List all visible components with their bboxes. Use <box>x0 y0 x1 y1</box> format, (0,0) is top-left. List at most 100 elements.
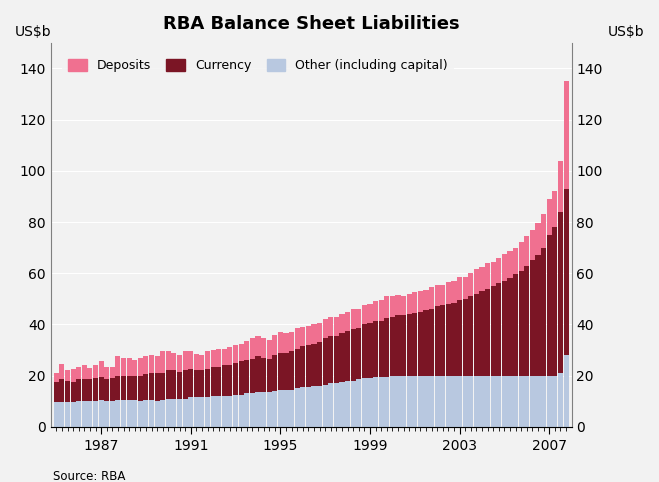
Bar <box>351 309 356 330</box>
Bar <box>328 317 333 336</box>
Bar <box>502 254 507 281</box>
Bar <box>306 345 311 387</box>
Bar <box>188 369 193 397</box>
Bar <box>278 332 283 352</box>
Bar <box>256 336 260 356</box>
Bar <box>301 346 305 387</box>
Bar <box>563 81 569 189</box>
Bar <box>155 356 159 373</box>
Bar <box>552 375 558 427</box>
Bar <box>334 336 339 383</box>
Bar <box>211 367 215 396</box>
Bar <box>149 400 154 427</box>
Bar <box>547 235 552 375</box>
Bar <box>71 369 76 382</box>
Bar <box>317 386 322 427</box>
Bar <box>530 260 535 375</box>
Bar <box>507 375 513 427</box>
Bar <box>357 328 361 379</box>
Bar <box>166 399 171 427</box>
Bar <box>401 375 406 427</box>
Bar <box>222 396 227 427</box>
Bar <box>446 304 451 375</box>
Bar <box>200 371 204 397</box>
Bar <box>155 401 159 427</box>
Bar <box>457 300 462 375</box>
Bar <box>295 388 300 427</box>
Bar <box>317 342 322 386</box>
Bar <box>110 401 115 427</box>
Bar <box>110 367 115 378</box>
Bar <box>395 315 401 375</box>
Bar <box>250 338 255 359</box>
Bar <box>323 338 328 385</box>
Bar <box>88 379 92 401</box>
Bar <box>485 375 490 427</box>
Bar <box>491 262 496 286</box>
Bar <box>121 358 126 375</box>
Bar <box>194 371 199 397</box>
Bar <box>200 355 204 371</box>
Bar <box>211 396 215 427</box>
Bar <box>469 296 473 375</box>
Bar <box>222 365 227 396</box>
Bar <box>121 375 126 400</box>
Bar <box>525 236 529 266</box>
Bar <box>446 375 451 427</box>
Bar <box>82 365 87 379</box>
Bar <box>233 345 238 363</box>
Bar <box>362 378 367 427</box>
Bar <box>227 348 233 365</box>
Bar <box>362 324 367 378</box>
Bar <box>59 364 65 379</box>
Bar <box>216 367 221 396</box>
Bar <box>418 291 423 311</box>
Bar <box>469 375 473 427</box>
Bar <box>328 383 333 427</box>
Bar <box>149 355 154 373</box>
Bar <box>357 309 361 328</box>
Bar <box>384 377 389 427</box>
Bar <box>328 336 333 383</box>
Bar <box>474 269 479 294</box>
Bar <box>115 356 121 375</box>
Bar <box>71 382 76 402</box>
Bar <box>82 401 87 427</box>
Bar <box>474 294 479 375</box>
Bar <box>530 375 535 427</box>
Bar <box>301 327 305 346</box>
Bar <box>480 291 484 375</box>
Bar <box>127 375 132 400</box>
Bar <box>424 310 428 375</box>
Bar <box>496 375 501 427</box>
Bar <box>384 318 389 377</box>
Bar <box>463 299 468 375</box>
Bar <box>491 375 496 427</box>
Bar <box>418 311 423 375</box>
Bar <box>345 331 350 381</box>
Bar <box>216 396 221 427</box>
Bar <box>183 351 188 371</box>
Bar <box>205 397 210 427</box>
Bar <box>267 340 272 359</box>
Bar <box>519 242 524 270</box>
Bar <box>351 330 356 381</box>
Bar <box>457 375 462 427</box>
Bar <box>76 379 81 401</box>
Bar <box>306 326 311 345</box>
Bar <box>289 389 294 427</box>
Bar <box>250 393 255 427</box>
Bar <box>401 315 406 375</box>
Bar <box>435 285 440 307</box>
Bar <box>239 395 244 427</box>
Bar <box>536 223 540 255</box>
Bar <box>171 399 177 427</box>
Bar <box>104 367 109 379</box>
Bar <box>395 375 401 427</box>
Bar <box>200 397 204 427</box>
Bar <box>513 375 518 427</box>
Bar <box>205 351 210 369</box>
Bar <box>502 375 507 427</box>
Bar <box>177 372 182 399</box>
Bar <box>115 375 121 400</box>
